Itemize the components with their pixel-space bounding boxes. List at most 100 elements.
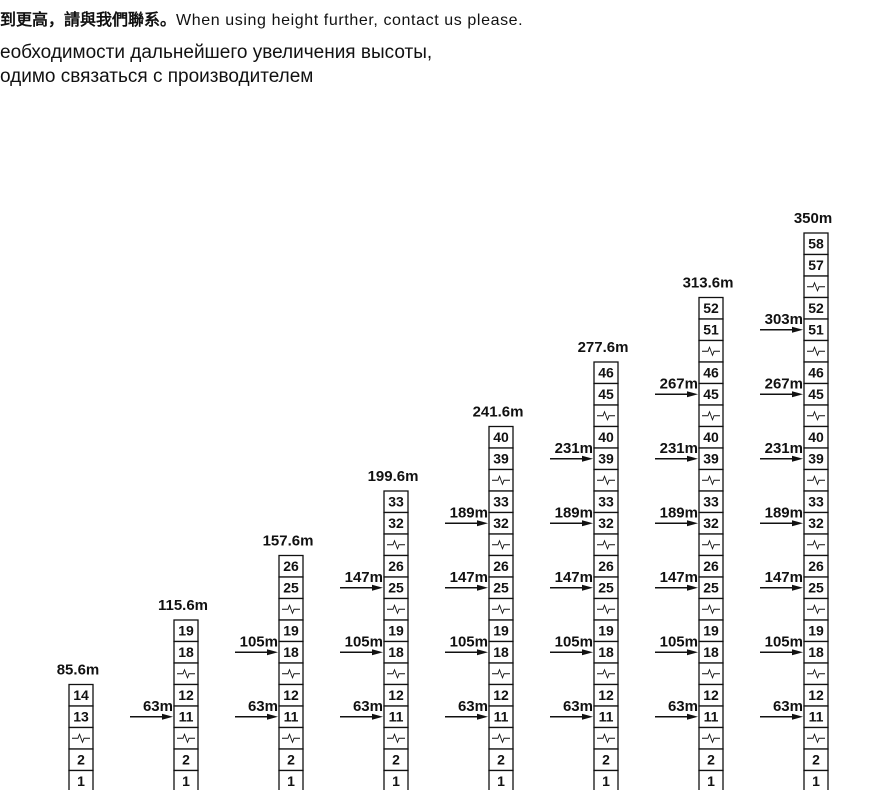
section-number: 33 (808, 494, 824, 510)
section-number: 40 (598, 429, 614, 445)
arrow-head-icon (372, 584, 383, 591)
tie-height-label: 63m (143, 698, 173, 715)
break-symbol-icon (492, 539, 510, 551)
section-number: 33 (388, 494, 404, 510)
section-number: 45 (598, 386, 614, 402)
arrow-head-icon (477, 584, 488, 591)
arrow-head-icon (687, 455, 698, 462)
tie-height-label: 105m (765, 633, 803, 650)
section-number: 51 (703, 322, 719, 338)
mast-column: 26 25 19 18 12 11 2 1 157.6m 105m 63m (235, 533, 313, 790)
header-note-english: When using height further, contact us pl… (176, 12, 524, 29)
section-number: 32 (388, 515, 404, 531)
tie-height-label: 63m (248, 698, 278, 715)
tie-height-label: 63m (353, 698, 383, 715)
section-number: 58 (808, 236, 824, 252)
tie-height-label: 147m (555, 569, 593, 586)
section-number: 32 (808, 515, 824, 531)
section-number: 40 (703, 429, 719, 445)
section-number: 18 (283, 644, 299, 660)
break-symbol-icon (387, 539, 405, 551)
break-symbol-icon (282, 732, 300, 744)
tie-height-label: 303m (765, 311, 803, 328)
section-number: 11 (179, 709, 194, 725)
break-symbol-icon (177, 668, 195, 680)
arrow-head-icon (792, 584, 803, 591)
arrow-head-icon (687, 391, 698, 398)
tie-height-label: 105m (555, 633, 593, 650)
section-number: 18 (493, 644, 509, 660)
section-number: 1 (182, 773, 190, 789)
section-cell (593, 769, 619, 790)
tie-height-label: 189m (765, 504, 803, 521)
section-number: 12 (388, 687, 404, 703)
section-number: 2 (287, 752, 295, 768)
break-symbol-icon (807, 474, 825, 486)
arrow-head-icon (687, 584, 698, 591)
mast-height-label: 115.6m (158, 597, 208, 614)
break-symbol-icon (597, 603, 615, 615)
break-symbol-icon (282, 668, 300, 680)
mast-column: 33 32 26 25 19 18 12 11 2 1 199.6m 147m 105m 63m (340, 468, 418, 790)
section-number: 46 (703, 365, 719, 381)
arrow-head-icon (582, 584, 593, 591)
section-number: 52 (703, 300, 719, 316)
section-number: 12 (178, 687, 194, 703)
mast-column: 52 51 46 45 40 39 33 32 26 25 19 18 12 11 2 1 313.6m 267m… (655, 275, 733, 790)
section-number: 26 (598, 558, 614, 574)
section-number: 45 (808, 386, 824, 402)
section-number: 2 (182, 752, 190, 768)
tie-height-label: 147m (450, 569, 488, 586)
section-number: 11 (494, 709, 509, 725)
break-symbol-icon (72, 732, 90, 744)
section-number: 26 (493, 558, 509, 574)
tie-height-label: 267m (660, 375, 698, 392)
section-number: 12 (703, 687, 719, 703)
section-number: 1 (392, 773, 400, 789)
tie-height-label: 63m (773, 698, 803, 715)
section-number: 32 (598, 515, 614, 531)
tie-height-label: 105m (240, 633, 278, 650)
section-number: 33 (703, 494, 719, 510)
section-number: 19 (283, 623, 299, 639)
section-number: 40 (808, 429, 824, 445)
mast-height-label: 85.6m (57, 662, 100, 679)
section-number: 11 (809, 709, 824, 725)
section-number: 1 (497, 773, 505, 789)
section-cell (173, 769, 199, 790)
arrow-head-icon (477, 713, 488, 720)
arrow-head-icon (582, 649, 593, 656)
mast-column: 40 39 33 32 26 25 19 18 12 11 2 1 241.6m 189m 147m 105m… (445, 404, 523, 790)
arrow-head-icon (582, 713, 593, 720)
arrow-head-icon (582, 455, 593, 462)
section-number: 1 (707, 773, 715, 789)
break-symbol-icon (702, 345, 720, 357)
mast-height-label: 241.6m (473, 404, 524, 421)
arrow-head-icon (687, 520, 698, 527)
tie-height-label: 105m (660, 633, 698, 650)
section-number: 18 (178, 644, 194, 660)
header-note-russian-line-2: одимо связаться с производителем (0, 66, 314, 87)
section-number: 52 (808, 300, 824, 316)
section-number: 25 (808, 580, 824, 596)
section-cell (383, 769, 409, 790)
mast-height-label: 350m (794, 210, 832, 227)
section-number: 2 (77, 752, 85, 768)
mast-column: 58 57 52 51 46 45 40 39 33 32 26 25 19 18 12 11 2 1 350m 30… (760, 210, 832, 790)
section-cell (488, 769, 514, 790)
section-number: 19 (598, 623, 614, 639)
section-number: 26 (703, 558, 719, 574)
arrow-head-icon (687, 649, 698, 656)
arrow-head-icon (687, 713, 698, 720)
tie-height-label: 63m (563, 698, 593, 715)
break-symbol-icon (597, 410, 615, 422)
section-number: 33 (598, 494, 614, 510)
section-number: 13 (73, 709, 89, 725)
section-number: 25 (493, 580, 509, 596)
section-number: 1 (77, 773, 85, 789)
section-number: 12 (283, 687, 299, 703)
section-number: 11 (704, 709, 719, 725)
mast-height-label: 313.6m (683, 275, 734, 292)
section-number: 32 (493, 515, 509, 531)
break-symbol-icon (807, 603, 825, 615)
